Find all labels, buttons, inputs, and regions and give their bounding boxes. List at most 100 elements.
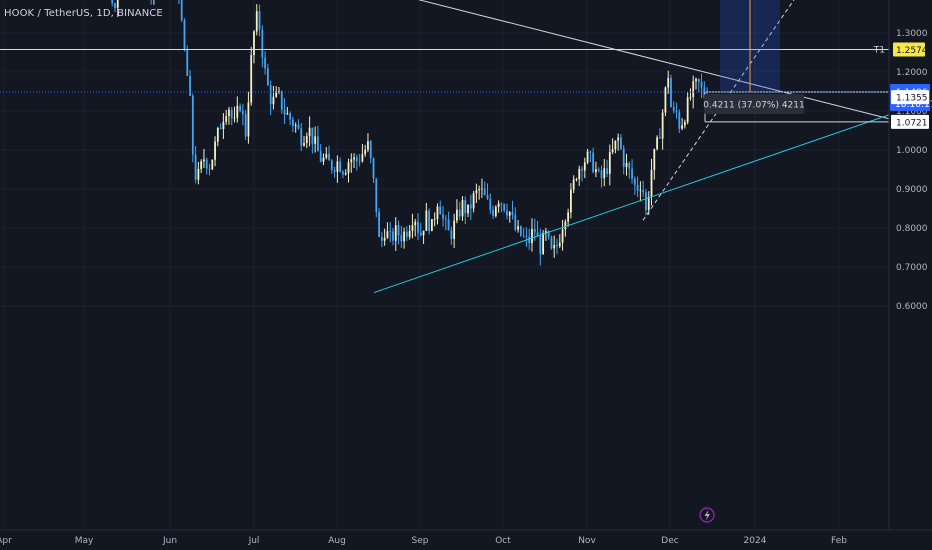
- candle-body: [500, 203, 503, 205]
- candle-body: [586, 151, 589, 163]
- candle-body: [414, 221, 417, 226]
- candle-body: [275, 91, 278, 97]
- candle-body: [266, 68, 269, 86]
- candle-body: [597, 169, 600, 171]
- candle-body: [672, 107, 675, 111]
- candle-body: [650, 169, 653, 197]
- y-tick-label: 0.9000: [896, 185, 928, 195]
- candle-body: [600, 170, 603, 179]
- candle-body: [497, 203, 500, 208]
- candle-series: [111, 0, 709, 266]
- candle-body: [447, 219, 450, 231]
- candle-body: [228, 109, 230, 117]
- y-tick-label: 0.8000: [896, 224, 928, 234]
- candle-body: [364, 149, 367, 155]
- candle-body: [211, 159, 214, 170]
- candle-body: [489, 198, 492, 210]
- candle-body: [247, 102, 250, 137]
- candle-body: [522, 235, 525, 237]
- x-tick-label: Jul: [248, 536, 260, 546]
- candle-body: [272, 96, 275, 105]
- candle-body: [572, 179, 575, 190]
- candle-body: [328, 153, 330, 161]
- y-tick-label: 0.6000: [896, 302, 928, 312]
- support-price-value: 1.1355: [896, 94, 928, 104]
- candle-body: [255, 11, 258, 32]
- candle-body: [570, 189, 572, 213]
- candle-body: [383, 237, 386, 241]
- candle-body: [611, 149, 614, 153]
- candle-body: [308, 127, 311, 137]
- candle-body: [408, 230, 411, 237]
- candle-body: [225, 116, 228, 122]
- candle-body: [208, 168, 211, 170]
- candle-body: [280, 91, 283, 110]
- candle-body: [286, 113, 289, 115]
- descending-trendline[interactable]: [133, 0, 890, 120]
- price-axis[interactable]: 0.6000 0.7000 0.8000 0.9000 1.0000 1.1000 1.20…: [896, 0, 928, 312]
- y-tick-label: 1.2000: [896, 68, 928, 78]
- support-price-tag: [891, 90, 929, 105]
- candle-body: [283, 109, 286, 115]
- candle-body: [686, 97, 689, 123]
- candle-body: [375, 178, 378, 212]
- candle-body: [478, 189, 481, 191]
- candle-body: [567, 212, 570, 222]
- bar-countdown: 18:10:17: [895, 100, 932, 110]
- candle-body: [617, 137, 620, 141]
- candle-body: [386, 231, 389, 238]
- candle-body: [314, 136, 317, 144]
- candle-body: [191, 95, 194, 155]
- candle-body: [350, 159, 353, 163]
- y-tick-label: 0.7000: [896, 263, 928, 273]
- candle-body: [403, 231, 405, 242]
- candle-body: [514, 214, 517, 230]
- dashed-channel-line[interactable]: [642, 0, 889, 221]
- x-tick-label: Nov: [578, 536, 596, 546]
- support-price-tag: [891, 114, 929, 129]
- candle-body: [111, 0, 114, 4]
- candle-body: [469, 204, 472, 209]
- candle-body: [439, 206, 442, 215]
- candle-body: [511, 211, 514, 215]
- candle-body: [233, 117, 236, 119]
- ascending-trendline[interactable]: [373, 114, 890, 294]
- candle-body: [400, 235, 403, 242]
- candle-body: [670, 77, 672, 108]
- candle-body: [261, 29, 264, 58]
- candle-body: [700, 82, 703, 88]
- candle-body: [642, 190, 645, 193]
- candle-body: [508, 211, 511, 216]
- candle-body: [606, 168, 608, 174]
- candle-body: [681, 125, 683, 129]
- lightning-icon[interactable]: [699, 507, 715, 523]
- candle-body: [361, 154, 364, 162]
- candle-body: [367, 141, 369, 150]
- candle-body: [492, 209, 494, 216]
- candle-body: [397, 225, 400, 236]
- candle-body: [219, 127, 222, 130]
- candle-body: [241, 110, 244, 115]
- candle-body: [456, 209, 458, 221]
- candle-body: [436, 206, 439, 219]
- candle-body: [239, 105, 241, 111]
- candle-body: [389, 231, 392, 233]
- candle-body: [667, 77, 670, 88]
- candle-body: [678, 112, 681, 129]
- candle-body: [464, 200, 467, 214]
- candle-body: [269, 85, 272, 105]
- candle-body: [305, 136, 308, 144]
- candle-body: [419, 232, 422, 236]
- candle-body: [317, 136, 319, 152]
- candle-body: [633, 178, 636, 185]
- candle-body: [503, 204, 506, 211]
- candle-body: [428, 210, 431, 231]
- candle-body: [453, 220, 456, 239]
- time-axis[interactable]: Apr May Jun Jul Aug Sep Oct Nov Dec 2024 Feb: [0, 536, 847, 546]
- candle-body: [620, 137, 622, 149]
- candle-body: [517, 226, 519, 230]
- candle-body: [114, 3, 116, 8]
- candle-body: [250, 55, 253, 103]
- candle-body: [486, 194, 489, 199]
